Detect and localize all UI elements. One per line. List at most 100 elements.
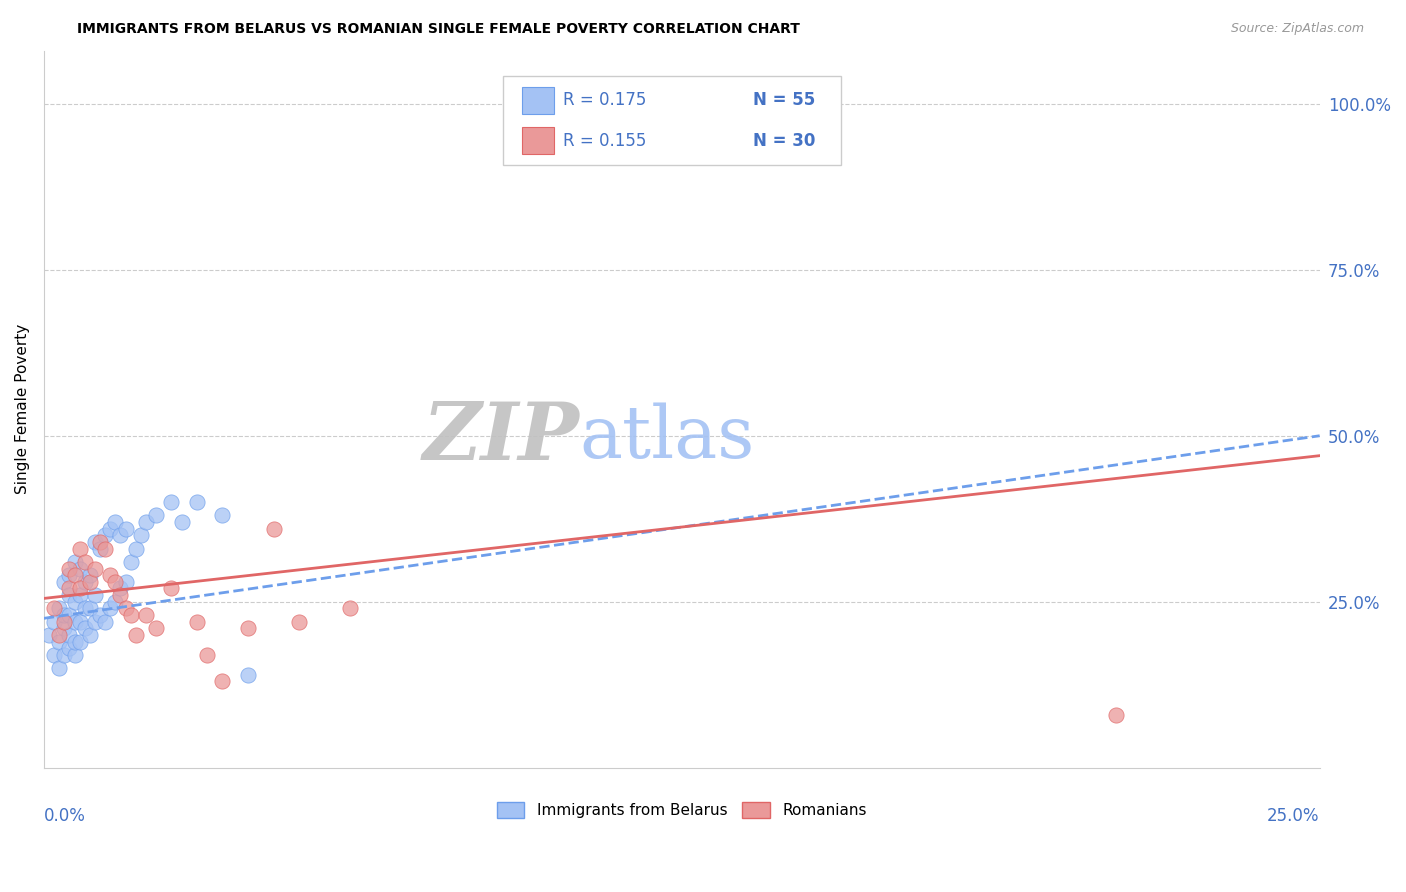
- Point: [58, 588, 80, 602]
- Point: [63, 568, 86, 582]
- Point: [135, 515, 157, 529]
- Point: [73, 574, 96, 589]
- Point: [53, 615, 76, 629]
- Point: [58, 607, 80, 622]
- Point: [236, 667, 259, 681]
- Point: [89, 541, 111, 556]
- Point: [73, 555, 96, 569]
- Point: [98, 568, 121, 582]
- Text: N = 55: N = 55: [754, 91, 815, 110]
- Point: [160, 495, 183, 509]
- Point: [114, 601, 136, 615]
- Point: [48, 628, 70, 642]
- Point: [48, 601, 70, 615]
- Y-axis label: Single Female Poverty: Single Female Poverty: [15, 324, 30, 494]
- Point: [69, 561, 91, 575]
- Text: ZIP: ZIP: [423, 399, 579, 476]
- Point: [160, 582, 183, 596]
- Point: [211, 674, 233, 689]
- Point: [63, 615, 86, 629]
- Point: [89, 535, 111, 549]
- Point: [53, 574, 76, 589]
- Point: [125, 541, 148, 556]
- Point: [104, 595, 127, 609]
- Point: [94, 528, 117, 542]
- Point: [120, 607, 142, 622]
- Point: [114, 522, 136, 536]
- Point: [84, 535, 107, 549]
- Point: [84, 561, 107, 575]
- Point: [69, 588, 91, 602]
- Point: [69, 634, 91, 648]
- Point: [69, 541, 91, 556]
- Bar: [522, 87, 554, 114]
- Point: [1104, 707, 1126, 722]
- Point: [53, 621, 76, 635]
- Point: [63, 555, 86, 569]
- FancyBboxPatch shape: [503, 76, 841, 165]
- Bar: [522, 128, 554, 154]
- Point: [288, 615, 311, 629]
- Point: [84, 615, 107, 629]
- Point: [63, 634, 86, 648]
- Point: [186, 615, 208, 629]
- Legend: Immigrants from Belarus, Romanians: Immigrants from Belarus, Romanians: [491, 797, 873, 824]
- Point: [195, 648, 218, 662]
- Point: [79, 568, 101, 582]
- Point: [125, 628, 148, 642]
- Point: [110, 582, 132, 596]
- Point: [53, 648, 76, 662]
- Point: [145, 508, 167, 523]
- Text: IMMIGRANTS FROM BELARUS VS ROMANIAN SINGLE FEMALE POVERTY CORRELATION CHART: IMMIGRANTS FROM BELARUS VS ROMANIAN SING…: [77, 22, 800, 37]
- Point: [110, 528, 132, 542]
- Point: [48, 661, 70, 675]
- Point: [98, 601, 121, 615]
- Point: [114, 574, 136, 589]
- Text: 25.0%: 25.0%: [1267, 807, 1320, 825]
- Point: [110, 588, 132, 602]
- Point: [236, 621, 259, 635]
- Point: [58, 628, 80, 642]
- Point: [58, 641, 80, 656]
- Text: R = 0.155: R = 0.155: [564, 132, 647, 150]
- Point: [135, 607, 157, 622]
- Point: [73, 601, 96, 615]
- Point: [69, 615, 91, 629]
- Text: N = 30: N = 30: [754, 132, 815, 150]
- Point: [38, 628, 60, 642]
- Point: [94, 541, 117, 556]
- Point: [58, 568, 80, 582]
- Text: Source: ZipAtlas.com: Source: ZipAtlas.com: [1230, 22, 1364, 36]
- Point: [104, 574, 127, 589]
- Text: 0.0%: 0.0%: [44, 807, 86, 825]
- Point: [63, 595, 86, 609]
- Point: [263, 522, 285, 536]
- Point: [79, 574, 101, 589]
- Point: [129, 528, 152, 542]
- Point: [79, 628, 101, 642]
- Point: [186, 495, 208, 509]
- Point: [104, 515, 127, 529]
- Point: [42, 615, 65, 629]
- Point: [98, 522, 121, 536]
- Point: [42, 648, 65, 662]
- Text: atlas: atlas: [579, 402, 755, 473]
- Point: [170, 515, 193, 529]
- Point: [53, 607, 76, 622]
- Point: [145, 621, 167, 635]
- Point: [73, 621, 96, 635]
- Point: [120, 555, 142, 569]
- Point: [58, 582, 80, 596]
- Point: [42, 601, 65, 615]
- Point: [339, 601, 361, 615]
- Point: [84, 588, 107, 602]
- Point: [79, 601, 101, 615]
- Point: [48, 634, 70, 648]
- Point: [94, 615, 117, 629]
- Point: [69, 582, 91, 596]
- Point: [89, 607, 111, 622]
- Text: R = 0.175: R = 0.175: [564, 91, 647, 110]
- Point: [58, 561, 80, 575]
- Point: [63, 648, 86, 662]
- Point: [211, 508, 233, 523]
